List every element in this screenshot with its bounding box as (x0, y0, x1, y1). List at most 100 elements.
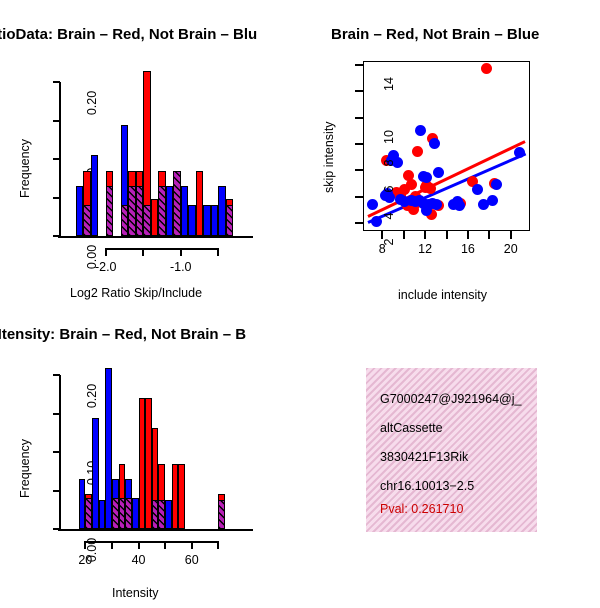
scatter-point-not-brain (399, 196, 411, 208)
histogram-bar-overlap (143, 205, 151, 236)
histogram-bar-overlap (218, 499, 225, 529)
scatter-point-not-brain (478, 198, 490, 210)
scatter-point-not-brain (388, 154, 400, 166)
histogram-bar-overlap (125, 498, 132, 529)
x-axis-tick-label: 8 (378, 242, 386, 256)
ratio-histogram-plot: 0.000.100.20-2.0-1.0 (0, 8, 300, 308)
x-axis-tick-label: -2.0 (94, 260, 117, 274)
histogram-bar-not-brain (203, 205, 211, 236)
y-axis-line (59, 375, 61, 529)
histogram-bar-brain (178, 463, 186, 529)
x-axis-tick (445, 231, 448, 239)
ratio-histogram-title: RatioData: Brain – Red, Not Brain – Blu (0, 26, 258, 43)
x-axis-tick (402, 231, 405, 239)
x-axis-tick-label: 60 (184, 553, 199, 567)
x-axis-baseline (58, 529, 253, 531)
scatter-point-not-brain (486, 194, 498, 206)
histogram-bar-not-brain (180, 186, 189, 236)
x-axis-tick (509, 231, 512, 239)
y-axis-tick (53, 374, 60, 377)
scatter-xlabel: include intensity (398, 288, 487, 302)
scatter-point-not-brain (471, 184, 483, 196)
y-axis-tick (355, 63, 363, 66)
histogram-bar-not-brain (78, 479, 86, 529)
histogram-bar-overlap (83, 205, 91, 236)
scatter-title: Brain – Red, Not Brain – Blue (331, 26, 540, 43)
scatter-point-not-brain (429, 138, 441, 150)
annotation-info-box: G7000247@J921964@j_ altCassette 3830421F… (366, 368, 537, 532)
x-axis-tick-label: 12 (418, 242, 433, 256)
panel-scatter: Brain – Red, Not Brain – Blue skip inten… (300, 8, 600, 308)
info-line-pvalue: Pval: 0.261710 (380, 502, 464, 516)
scatter-point-not-brain (382, 188, 394, 200)
histogram-bar-brain (150, 199, 159, 236)
x-axis-tick (104, 248, 107, 256)
histogram-bar-overlap (135, 186, 144, 236)
y-axis-tick (355, 90, 363, 93)
histogram-bar-not-brain (131, 498, 139, 529)
histogram-bar-overlap (111, 498, 119, 529)
y-axis-tick (53, 81, 60, 84)
histogram-bar-overlap (158, 186, 166, 236)
scatter-point-not-brain (431, 198, 443, 210)
scatter-point-brain (390, 186, 402, 198)
info-line-gene: 3830421F13Rik (380, 450, 469, 464)
scatter-point-brain (407, 204, 419, 216)
intensity-histogram-title: ne Itensity: Brain – Red, Not Brain – B (0, 326, 247, 343)
x-axis-tick (466, 231, 469, 239)
x-axis-tick (179, 248, 182, 256)
histogram-bar-not-brain (90, 155, 99, 236)
histogram-bar-overlap (118, 498, 126, 529)
histogram-bar-not-brain (210, 205, 219, 236)
histogram-bar-not-brain (188, 205, 196, 236)
x-axis-tick-label: 20 (78, 553, 93, 567)
scatter-point-brain (403, 169, 415, 181)
panel-intensity-histogram: ne Itensity: Brain – Red, Not Brain – B … (0, 308, 300, 600)
scatter-point-not-brain (433, 167, 445, 179)
info-line-locus: chr16.10013−2.5 (380, 479, 475, 493)
histogram-bar-overlap (128, 186, 136, 236)
histogram-bar-brain (195, 170, 204, 236)
histogram-bar-not-brain (91, 417, 99, 529)
histogram-bar-overlap (105, 186, 114, 236)
ratio-histogram-xlabel: Log2 Ratio Skip/Include (70, 286, 203, 300)
x-axis-tick-label: 40 (131, 553, 146, 567)
x-axis-tick (142, 248, 145, 256)
x-axis-tick (217, 248, 220, 256)
x-axis-tick (217, 541, 220, 549)
y-axis-tick (53, 528, 60, 530)
x-axis-tick (110, 541, 113, 549)
x-axis-tick (164, 541, 167, 549)
y-axis-tick (355, 116, 363, 119)
x-axis-tick (381, 231, 384, 239)
histogram-bar-overlap (85, 498, 92, 529)
histogram-bar-brain (138, 398, 146, 529)
info-line-id: G7000247@J921964@j_ (380, 392, 522, 406)
x-axis-baseline (58, 236, 253, 238)
y-axis-tick (53, 235, 60, 237)
histogram-bar-not-brain (75, 186, 84, 236)
y-axis-tick-label: 14 (382, 77, 396, 91)
x-axis-tick-label: 16 (460, 242, 475, 256)
scatter-point-not-brain (451, 196, 463, 208)
x-axis-tick-label: 20 (503, 242, 518, 256)
scatter-point-not-brain (371, 215, 383, 227)
x-axis-tick-label: -1.0 (169, 260, 192, 274)
histogram-bar-overlap (173, 170, 181, 236)
y-axis-tick-label: 0.20 (85, 91, 99, 116)
x-axis-tick (137, 541, 140, 549)
x-axis-line (105, 248, 219, 250)
scatter-plot-area: 2 4 6 8 10 14 8 12 16 20 (300, 8, 600, 308)
y-axis-tick (355, 143, 363, 146)
scatter-point-brain (480, 63, 492, 75)
scatter-point-brain (466, 176, 478, 188)
scatter-point-brain (399, 184, 411, 196)
intensity-histogram-xlabel: Intensity (112, 586, 159, 600)
scatter-point-not-brain (491, 179, 503, 191)
y-axis-line (59, 82, 61, 236)
scatter-point-brain (425, 209, 437, 221)
histogram-bar-overlap (225, 205, 234, 236)
histogram-bar-not-brain (98, 499, 106, 529)
scatter-point-not-brain (513, 147, 525, 159)
